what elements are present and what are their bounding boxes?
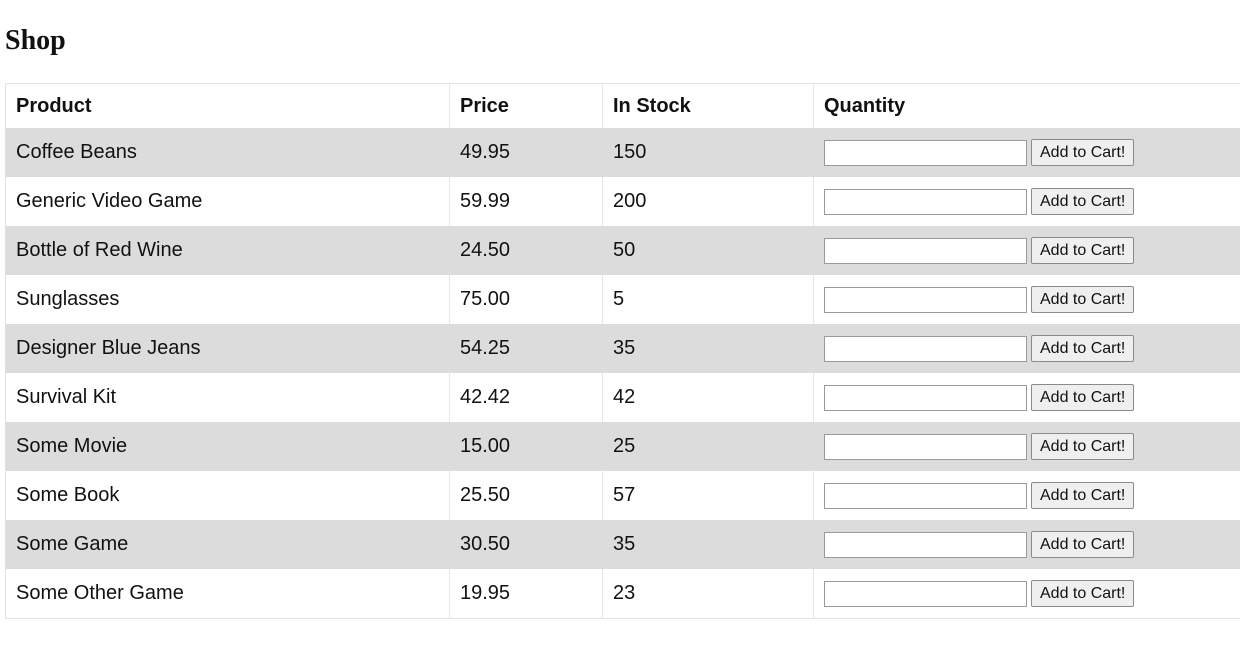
column-header-in-stock: In Stock xyxy=(602,83,814,128)
product-stock: 5 xyxy=(602,275,814,324)
add-to-cart-button[interactable]: Add to Cart! xyxy=(1031,384,1135,411)
quantity-cell: Add to Cart! xyxy=(813,324,1240,373)
page-title: Shop xyxy=(5,25,66,56)
quantity-input[interactable] xyxy=(824,531,1027,558)
quantity-input[interactable] xyxy=(824,188,1027,215)
product-stock: 50 xyxy=(602,226,814,275)
product-price: 24.50 xyxy=(449,226,603,275)
product-name: Survival Kit xyxy=(5,373,450,422)
table-row: Bottle of Red Wine 24.50 50 Add to Cart! xyxy=(5,226,1240,275)
product-name: Some Other Game xyxy=(5,569,450,619)
table-row: Survival Kit 42.42 42 Add to Cart! xyxy=(5,373,1240,422)
product-stock: 35 xyxy=(602,324,814,373)
quantity-input[interactable] xyxy=(824,237,1027,264)
quantity-input[interactable] xyxy=(824,139,1027,166)
product-name: Some Book xyxy=(5,471,450,520)
quantity-input[interactable] xyxy=(824,384,1027,411)
add-to-cart-button[interactable]: Add to Cart! xyxy=(1031,335,1135,362)
quantity-input[interactable] xyxy=(824,482,1027,509)
product-name: Sunglasses xyxy=(5,275,450,324)
table-row: Some Book 25.50 57 Add to Cart! xyxy=(5,471,1240,520)
add-to-cart-button[interactable]: Add to Cart! xyxy=(1031,139,1135,166)
product-price: 30.50 xyxy=(449,520,603,569)
quantity-cell: Add to Cart! xyxy=(813,128,1240,177)
quantity-cell: Add to Cart! xyxy=(813,226,1240,275)
product-stock: 23 xyxy=(602,569,814,619)
table-header-row: Product Price In Stock Quantity xyxy=(5,83,1240,128)
quantity-input[interactable] xyxy=(824,433,1027,460)
add-to-cart-button[interactable]: Add to Cart! xyxy=(1031,433,1135,460)
product-stock: 150 xyxy=(602,128,814,177)
product-price: 15.00 xyxy=(449,422,603,471)
product-stock: 42 xyxy=(602,373,814,422)
product-name: Some Movie xyxy=(5,422,450,471)
product-stock: 25 xyxy=(602,422,814,471)
product-price: 59.99 xyxy=(449,177,603,226)
add-to-cart-button[interactable]: Add to Cart! xyxy=(1031,188,1135,215)
product-price: 42.42 xyxy=(449,373,603,422)
product-stock: 200 xyxy=(602,177,814,226)
table-row: Generic Video Game 59.99 200 Add to Cart… xyxy=(5,177,1240,226)
product-name: Bottle of Red Wine xyxy=(5,226,450,275)
quantity-input[interactable] xyxy=(824,580,1027,607)
product-price: 19.95 xyxy=(449,569,603,619)
quantity-input[interactable] xyxy=(824,335,1027,362)
product-price: 25.50 xyxy=(449,471,603,520)
quantity-cell: Add to Cart! xyxy=(813,520,1240,569)
column-header-quantity: Quantity xyxy=(813,83,1240,128)
table-row: Some Movie 15.00 25 Add to Cart! xyxy=(5,422,1240,471)
quantity-cell: Add to Cart! xyxy=(814,275,1240,324)
product-table: Product Price In Stock Quantity Coffee B… xyxy=(5,83,1240,619)
table-row: Coffee Beans 49.95 150 Add to Cart! xyxy=(5,128,1240,177)
table-row: Designer Blue Jeans 54.25 35 Add to Cart… xyxy=(5,324,1240,373)
product-name: Coffee Beans xyxy=(5,128,450,177)
quantity-cell: Add to Cart! xyxy=(814,569,1240,619)
column-header-price: Price xyxy=(449,83,603,128)
table-row: Some Other Game 19.95 23 Add to Cart! xyxy=(5,569,1240,619)
table-row: Some Game 30.50 35 Add to Cart! xyxy=(5,520,1240,569)
add-to-cart-button[interactable]: Add to Cart! xyxy=(1031,286,1135,313)
product-price: 75.00 xyxy=(449,275,603,324)
table-row: Sunglasses 75.00 5 Add to Cart! xyxy=(5,275,1240,324)
product-price: 49.95 xyxy=(449,128,603,177)
add-to-cart-button[interactable]: Add to Cart! xyxy=(1031,531,1135,558)
quantity-cell: Add to Cart! xyxy=(814,177,1240,226)
quantity-input[interactable] xyxy=(824,286,1027,313)
add-to-cart-button[interactable]: Add to Cart! xyxy=(1031,580,1135,607)
quantity-cell: Add to Cart! xyxy=(814,471,1240,520)
product-name: Designer Blue Jeans xyxy=(5,324,450,373)
product-name: Generic Video Game xyxy=(5,177,450,226)
add-to-cart-button[interactable]: Add to Cart! xyxy=(1031,237,1135,264)
quantity-cell: Add to Cart! xyxy=(814,373,1240,422)
quantity-cell: Add to Cart! xyxy=(813,422,1240,471)
product-stock: 35 xyxy=(602,520,814,569)
add-to-cart-button[interactable]: Add to Cart! xyxy=(1031,482,1135,509)
product-name: Some Game xyxy=(5,520,450,569)
product-price: 54.25 xyxy=(449,324,603,373)
column-header-product: Product xyxy=(5,83,450,128)
product-stock: 57 xyxy=(602,471,814,520)
